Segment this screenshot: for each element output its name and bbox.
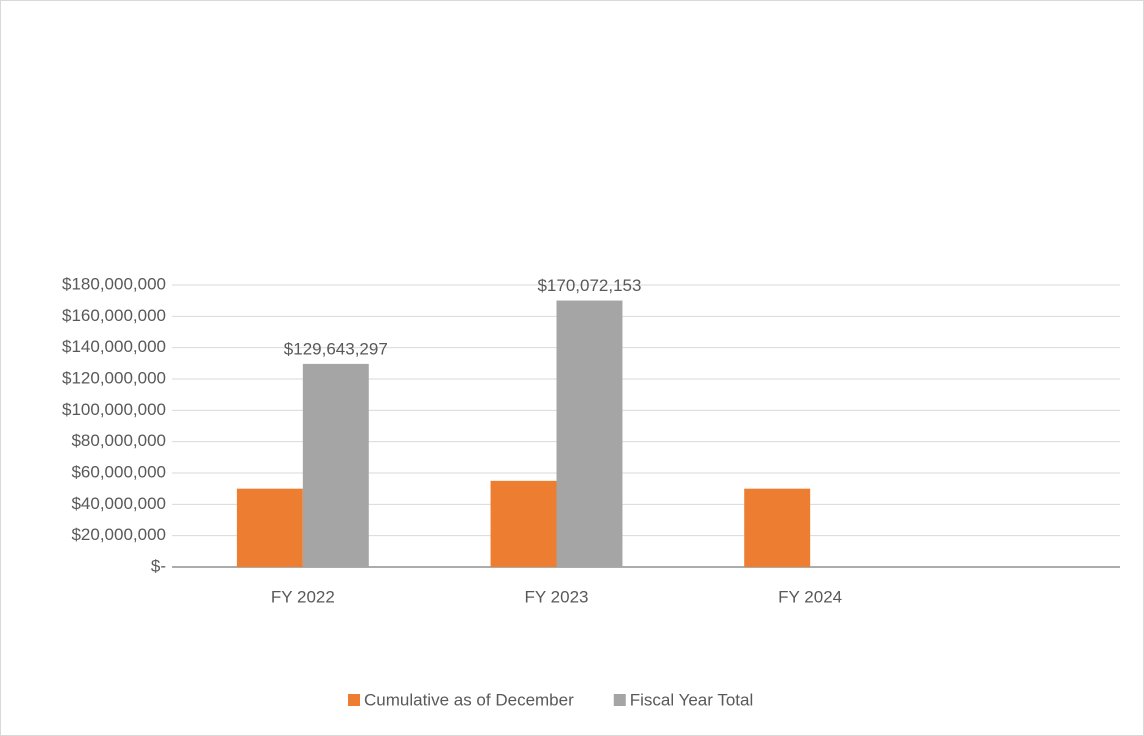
x-tick-label: FY 2022	[271, 587, 335, 606]
y-tick-label: $100,000,000	[62, 400, 166, 419]
y-tick-label: $180,000,000	[62, 274, 166, 293]
legend-swatch	[613, 694, 626, 706]
y-tick-label: $60,000,000	[71, 462, 166, 481]
x-tick-label: FY 2023	[525, 587, 589, 606]
y-tick-label: $120,000,000	[62, 368, 166, 387]
y-tick-label: $-	[151, 556, 166, 575]
data-label: $129,643,297	[284, 339, 388, 358]
y-tick-label: $40,000,000	[71, 494, 166, 513]
legend-swatch	[348, 694, 360, 706]
data-label: $170,072,153	[537, 276, 641, 295]
y-tick-label: $140,000,000	[62, 337, 166, 356]
y-tick-label: $80,000,000	[71, 431, 166, 450]
bar	[236, 488, 303, 567]
y-tick-label: $160,000,000	[62, 306, 166, 325]
y-tick-label: $20,000,000	[71, 525, 166, 544]
bar	[556, 300, 623, 567]
bar	[744, 488, 811, 567]
bar	[490, 480, 557, 567]
x-tick-label: FY 2024	[778, 587, 842, 606]
legend-label: Cumulative as of December	[364, 690, 574, 709]
bar	[302, 363, 369, 567]
legend-label: Fiscal Year Total	[630, 690, 753, 709]
